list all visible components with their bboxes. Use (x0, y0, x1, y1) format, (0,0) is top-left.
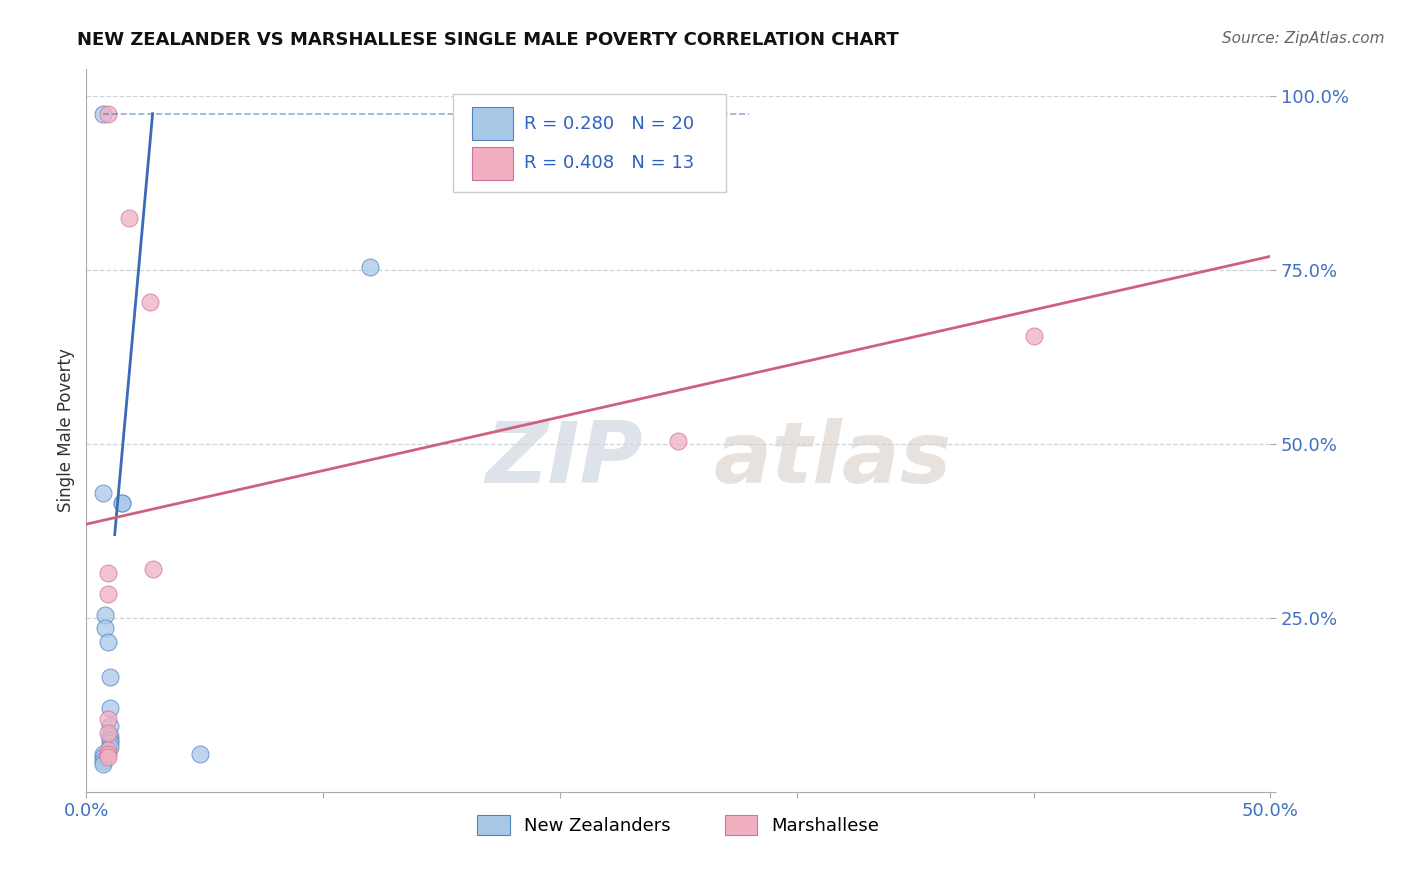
Point (142, 562, 165, 576)
Point (91, 754, 114, 768)
Point (97, 750, 120, 764)
Point (98, 732, 121, 747)
Text: NEW ZEALANDER VS MARSHALLESE SINGLE MALE POVERTY CORRELATION CHART: NEW ZEALANDER VS MARSHALLESE SINGLE MALE… (77, 31, 898, 49)
Text: Source: ZipAtlas.com: Source: ZipAtlas.com (1222, 31, 1385, 46)
Point (98, 701, 121, 715)
Point (188, 747, 211, 761)
Point (666, 434, 689, 448)
Point (91, 107, 114, 121)
Point (91, 747, 114, 761)
Point (98, 736, 121, 750)
Point (111, 496, 134, 510)
Point (98, 729, 121, 743)
Point (94, 622, 117, 636)
FancyBboxPatch shape (472, 146, 513, 180)
Legend: New Zealanders, Marshallese: New Zealanders, Marshallese (468, 805, 889, 845)
Point (91, 757, 114, 772)
Point (98, 670, 121, 684)
Point (97, 747, 120, 761)
Point (97, 726, 120, 740)
Text: atlas: atlas (714, 417, 952, 500)
Point (1022, 329, 1045, 343)
FancyBboxPatch shape (472, 107, 513, 140)
Point (359, 260, 381, 274)
Point (111, 496, 134, 510)
Text: ZIP: ZIP (485, 417, 643, 500)
Point (91, 750, 114, 764)
Point (97, 635, 120, 649)
FancyBboxPatch shape (453, 94, 725, 192)
Point (91, 486, 114, 500)
Point (98, 739, 121, 754)
Point (97, 743, 120, 757)
Point (97, 107, 120, 121)
Point (118, 211, 141, 225)
Point (98, 719, 121, 733)
Point (97, 587, 120, 601)
Point (97, 566, 120, 580)
Text: R = 0.408   N = 13: R = 0.408 N = 13 (524, 154, 695, 172)
Point (97, 712, 120, 726)
Point (139, 294, 162, 309)
Point (94, 607, 117, 622)
Text: R = 0.280   N = 20: R = 0.280 N = 20 (524, 114, 695, 133)
Y-axis label: Single Male Poverty: Single Male Poverty (58, 348, 75, 512)
